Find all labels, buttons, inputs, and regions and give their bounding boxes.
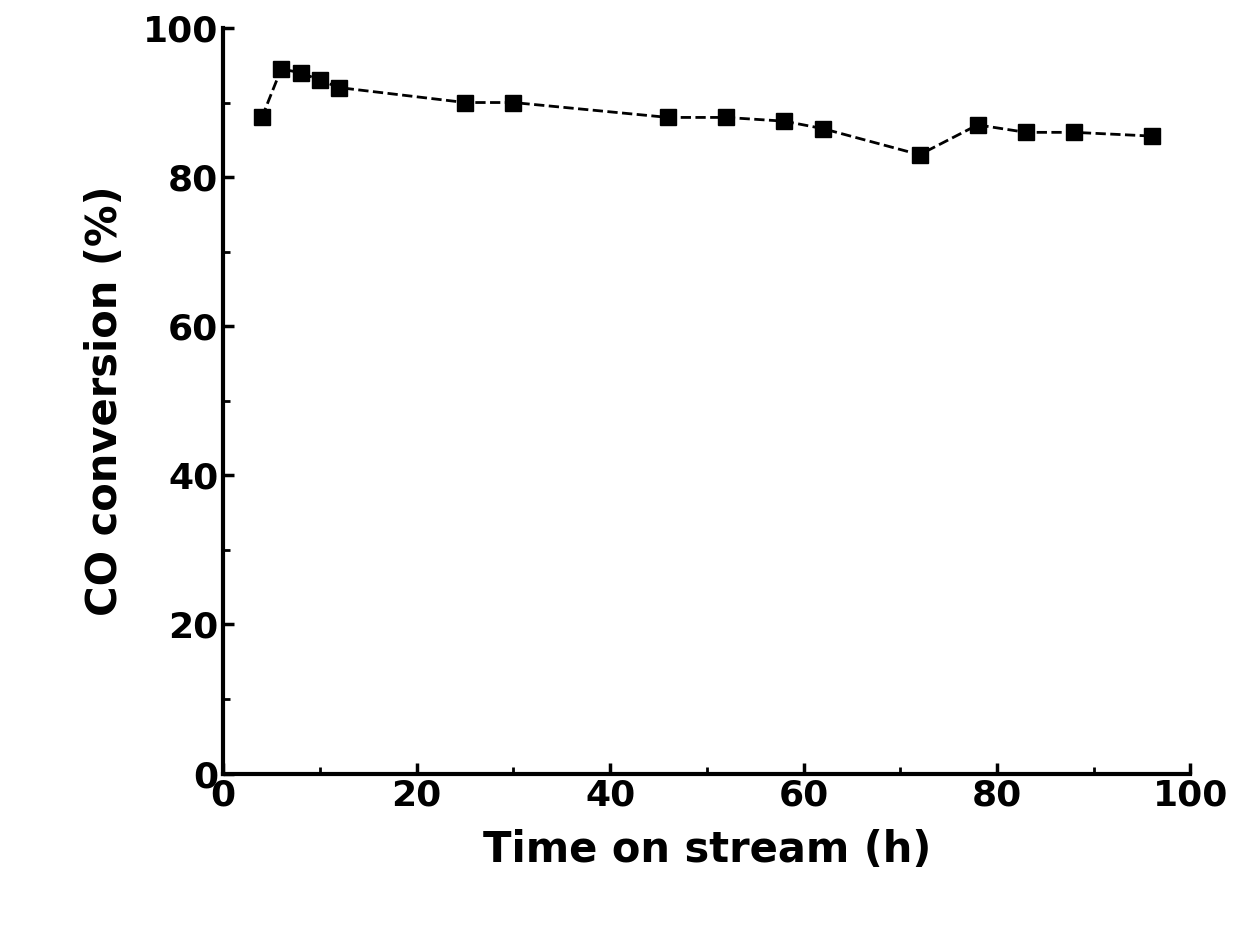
X-axis label: Time on stream (h): Time on stream (h) [482,829,931,871]
Y-axis label: CO conversion (%): CO conversion (%) [84,185,126,616]
